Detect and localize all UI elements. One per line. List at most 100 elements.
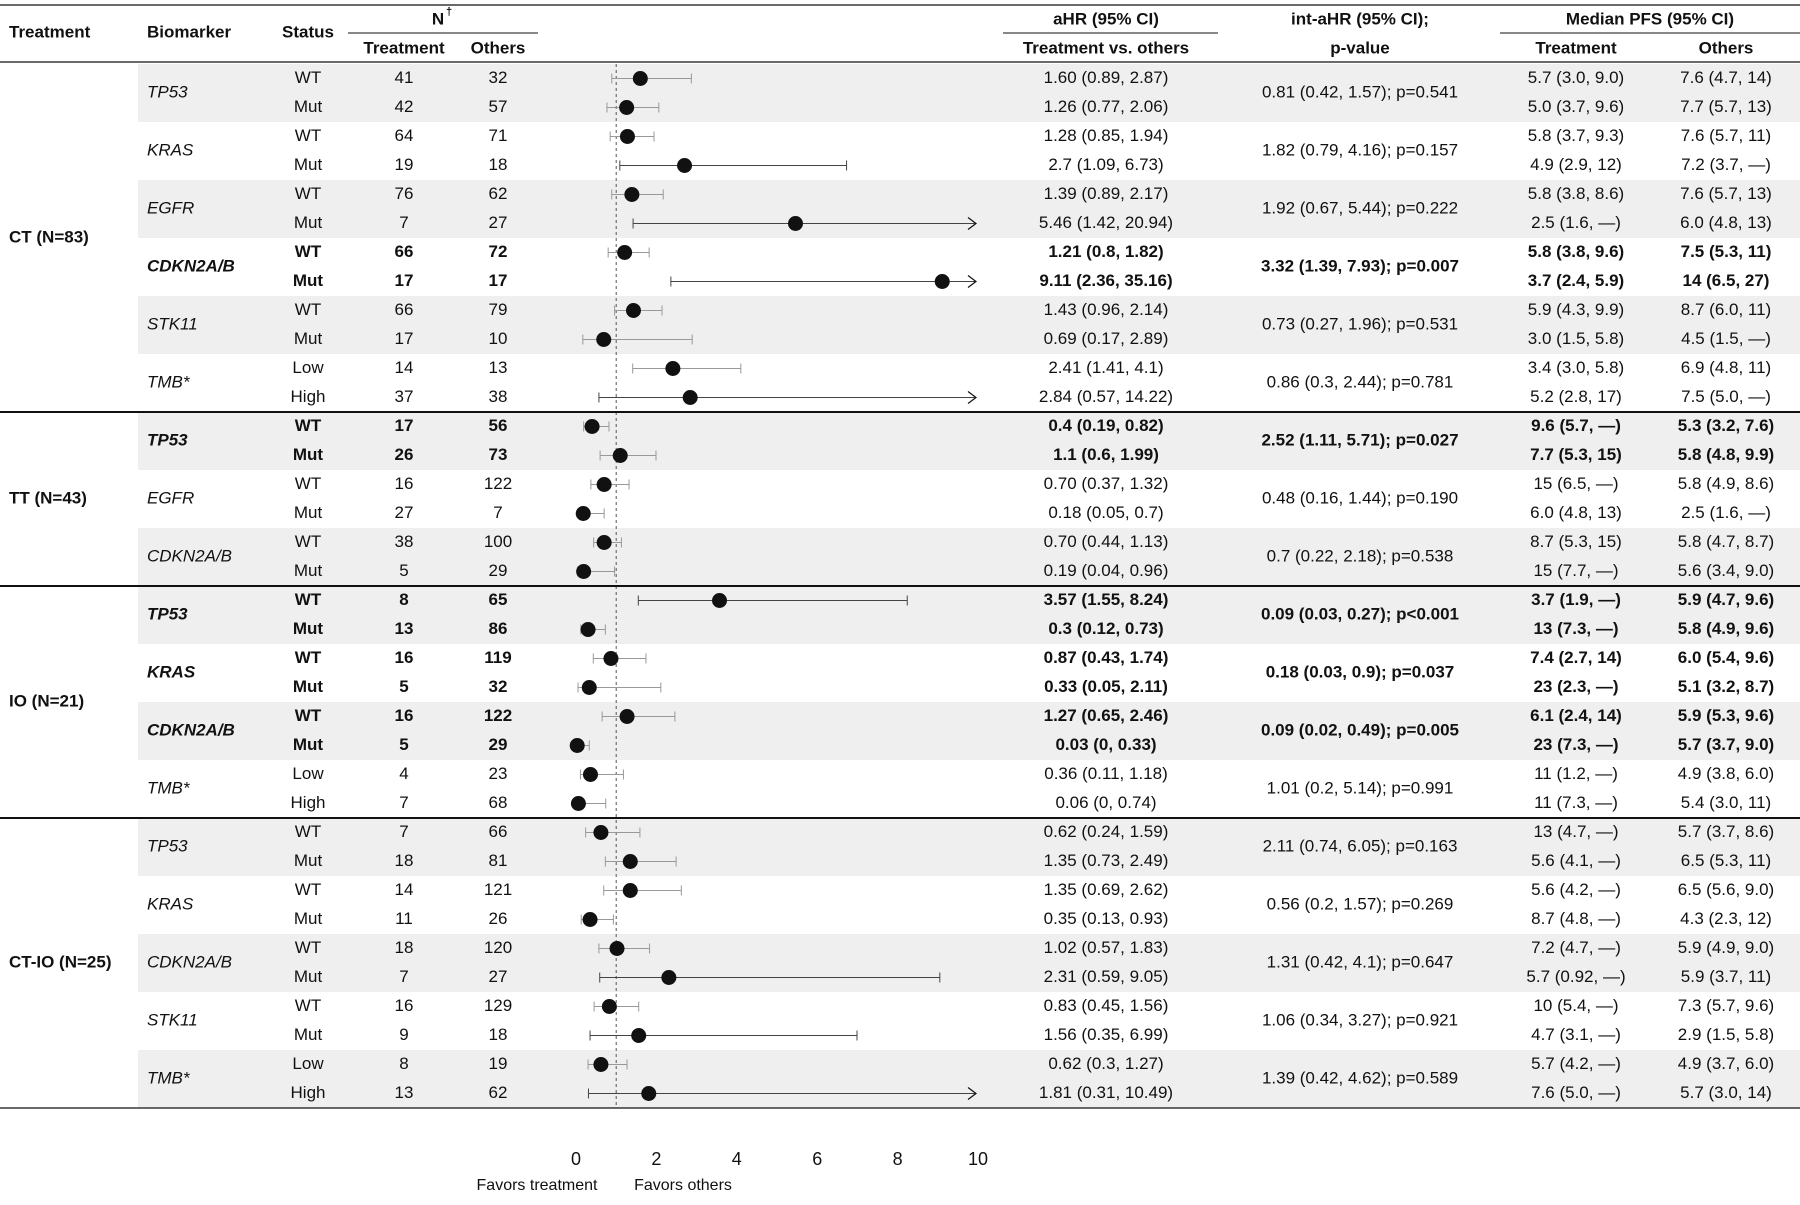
pfs-treatment: 5.6 (4.1, —)	[1531, 851, 1621, 870]
pfs-others: 5.7 (3.7, 8.6)	[1678, 822, 1774, 841]
biomarker-label: STK11	[147, 1010, 198, 1029]
status-label: High	[291, 387, 326, 406]
interaction-ahr: 1.82 (0.79, 4.16); p=0.157	[1262, 140, 1458, 159]
header-pfs-others: Others	[1699, 38, 1754, 57]
interaction-ahr: 2.52 (1.11, 5.71); p=0.027	[1261, 430, 1458, 449]
point-estimate	[617, 245, 633, 260]
ahr-value: 2.84 (0.57, 14.22)	[1039, 387, 1173, 406]
pfs-others: 5.9 (4.9, 9.0)	[1678, 938, 1774, 957]
biomarker-label: CDKN2A/B	[147, 720, 235, 739]
ahr-value: 1.81 (0.31, 10.49)	[1039, 1083, 1173, 1102]
status-label: Mut	[294, 329, 323, 348]
n-treatment: 17	[395, 416, 414, 435]
n-others: 23	[489, 764, 508, 783]
pfs-others: 5.9 (4.7, 9.6)	[1678, 590, 1774, 609]
n-treatment: 13	[395, 1083, 414, 1102]
status-label: Mut	[293, 619, 324, 638]
pfs-others: 7.6 (4.7, 14)	[1680, 68, 1772, 87]
n-others: 56	[489, 416, 508, 435]
status-label: WT	[295, 648, 322, 667]
status-label: High	[291, 793, 326, 812]
interaction-ahr: 1.39 (0.42, 4.62); p=0.589	[1262, 1068, 1458, 1087]
n-treatment: 14	[395, 880, 414, 899]
n-others: 18	[489, 1025, 508, 1044]
n-treatment: 7	[399, 793, 408, 812]
n-others: 122	[484, 706, 512, 725]
point-estimate	[631, 1028, 647, 1043]
interaction-ahr: 0.7 (0.22, 2.18); p=0.538	[1267, 546, 1454, 565]
n-treatment: 7	[399, 822, 408, 841]
n-treatment: 11	[395, 909, 413, 928]
status-label: WT	[295, 300, 321, 319]
pfs-treatment: 5.8 (3.8, 8.6)	[1528, 184, 1624, 203]
point-estimate	[619, 129, 635, 144]
point-estimate	[625, 303, 641, 318]
point-estimate	[576, 564, 592, 579]
biomarker-label: KRAS	[147, 140, 194, 159]
pfs-others: 6.5 (5.3, 11)	[1681, 851, 1771, 870]
status-label: WT	[295, 416, 322, 435]
point-estimate	[619, 100, 635, 115]
ahr-value: 0.62 (0.3, 1.27)	[1048, 1054, 1163, 1073]
interaction-ahr: 0.56 (0.2, 1.57); p=0.269	[1267, 894, 1454, 913]
n-treatment: 8	[399, 590, 408, 609]
n-treatment: 16	[395, 706, 414, 725]
ahr-value: 0.87 (0.43, 1.74)	[1044, 648, 1169, 667]
n-treatment: 14	[395, 358, 414, 377]
n-others: 73	[489, 445, 508, 464]
n-treatment: 16	[395, 474, 414, 493]
header-n: N	[432, 9, 444, 28]
ahr-value: 0.69 (0.17, 2.89)	[1044, 329, 1169, 348]
interaction-ahr: 1.01 (0.2, 5.14); p=0.991	[1267, 778, 1454, 797]
pfs-treatment: 7.4 (2.7, 14)	[1530, 648, 1622, 667]
n-treatment: 66	[395, 242, 414, 261]
status-label: WT	[295, 184, 321, 203]
pfs-treatment: 6.0 (4.8, 13)	[1530, 503, 1622, 522]
point-estimate	[584, 419, 600, 434]
point-estimate	[677, 158, 693, 173]
pfs-treatment: 7.7 (5.3, 15)	[1530, 445, 1622, 464]
n-treatment: 66	[395, 300, 414, 319]
pfs-treatment: 5.9 (4.3, 9.9)	[1528, 300, 1624, 319]
n-others: 62	[489, 184, 508, 203]
ci-arrow	[967, 217, 977, 230]
biomarker-label: TMB*	[147, 778, 191, 797]
n-others: 26	[489, 909, 508, 928]
pfs-treatment: 7.6 (5.0, —)	[1531, 1083, 1621, 1102]
ci-arrow	[967, 391, 977, 404]
n-others: 27	[489, 967, 508, 986]
pfs-others: 5.4 (3.0, 11)	[1681, 793, 1771, 812]
pfs-others: 5.8 (4.8, 9.9)	[1678, 445, 1774, 464]
pfs-treatment: 5.0 (3.7, 9.6)	[1528, 97, 1624, 116]
n-others: 121	[484, 880, 512, 899]
pfs-treatment: 6.1 (2.4, 14)	[1530, 706, 1622, 725]
pfs-others: 4.9 (3.7, 6.0)	[1678, 1054, 1774, 1073]
ahr-value: 0.62 (0.24, 1.59)	[1044, 822, 1169, 841]
n-treatment: 18	[395, 851, 414, 870]
pfs-treatment: 5.7 (3.0, 9.0)	[1528, 68, 1624, 87]
ahr-value: 0.3 (0.12, 0.73)	[1048, 619, 1163, 638]
n-treatment: 5	[399, 677, 408, 696]
n-others: 18	[489, 155, 508, 174]
header-ahr: aHR (95% CI)	[1053, 9, 1159, 28]
pfs-treatment: 4.7 (3.1, —)	[1531, 1025, 1621, 1044]
ahr-value: 1.56 (0.35, 6.99)	[1044, 1025, 1169, 1044]
status-label: Mut	[294, 909, 323, 928]
point-estimate	[934, 274, 950, 289]
n-treatment: 17	[395, 329, 414, 348]
n-others: 119	[484, 648, 511, 667]
pfs-others: 4.9 (3.8, 6.0)	[1678, 764, 1774, 783]
status-label: WT	[295, 706, 322, 725]
pfs-others: 5.3 (3.2, 7.6)	[1678, 416, 1774, 435]
pfs-treatment: 2.5 (1.6, —)	[1531, 213, 1621, 232]
n-others: 68	[489, 793, 508, 812]
status-label: Low	[292, 1054, 324, 1073]
ahr-value: 0.35 (0.13, 0.93)	[1044, 909, 1169, 928]
status-label: Mut	[294, 213, 323, 232]
pfs-others: 6.5 (5.6, 9.0)	[1678, 880, 1774, 899]
header-status: Status	[282, 22, 334, 41]
pfs-others: 2.5 (1.6, —)	[1681, 503, 1771, 522]
n-treatment: 41	[395, 68, 414, 87]
n-others: 122	[484, 474, 512, 493]
